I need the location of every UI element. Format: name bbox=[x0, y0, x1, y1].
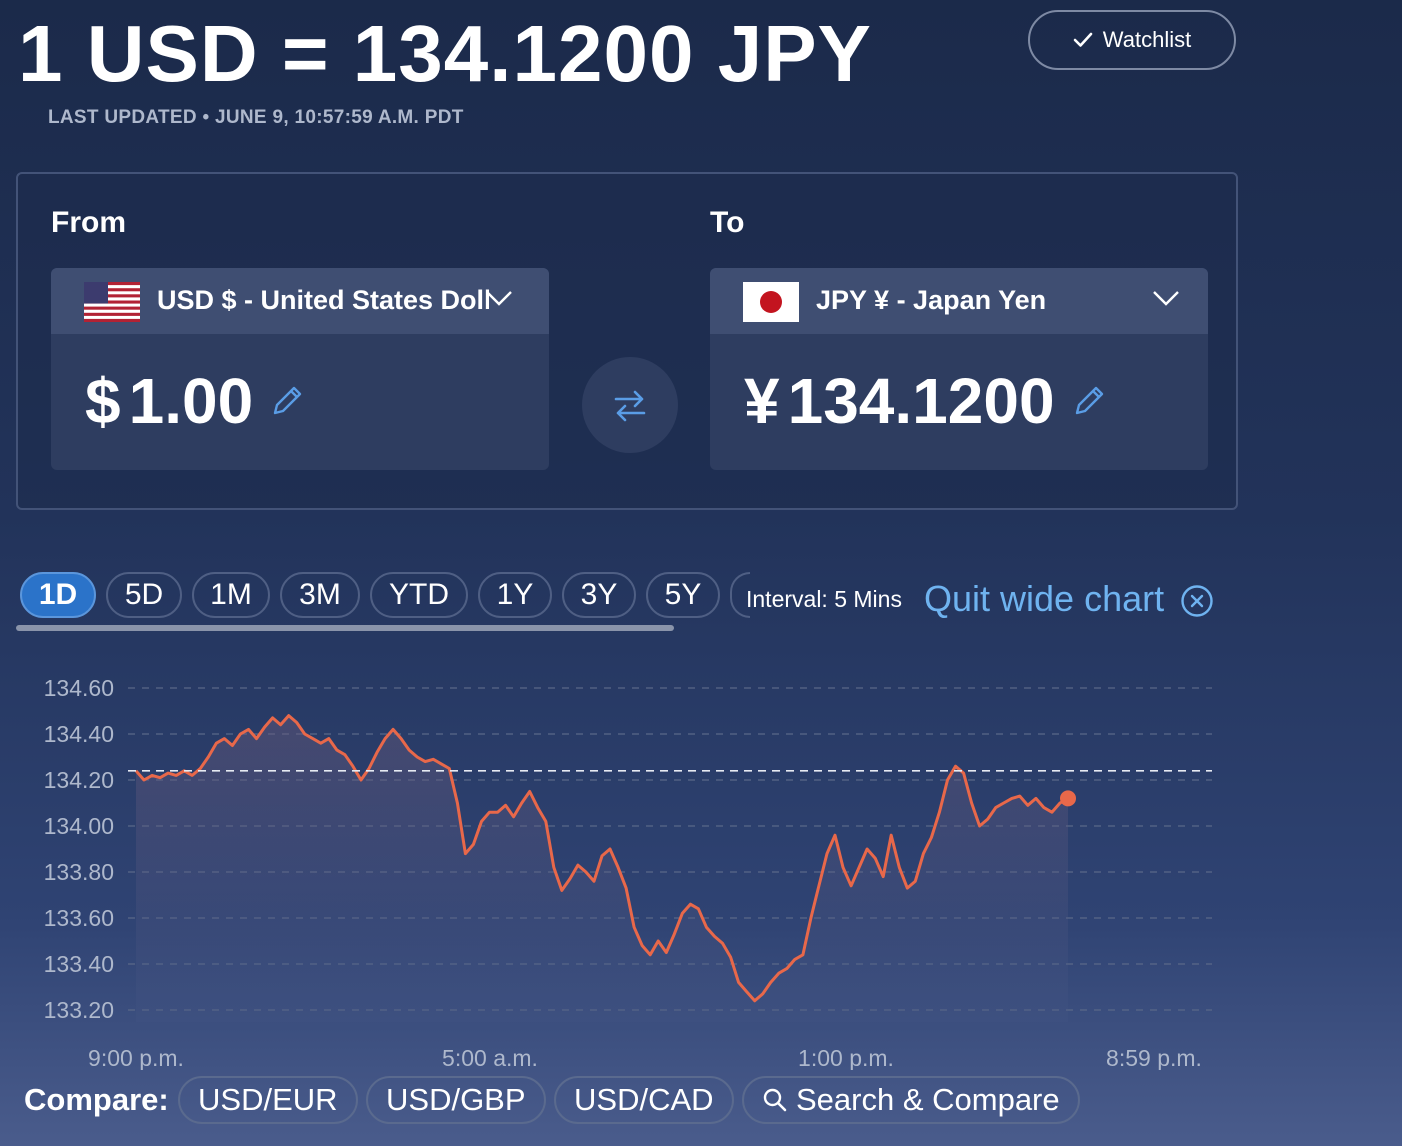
compare-usd-cad-button[interactable]: USD/CAD bbox=[554, 1076, 734, 1124]
y-tick-label: 133.40 bbox=[44, 951, 114, 977]
last-updated-timestamp: LAST UPDATED • JUNE 9, 10:57:59 A.M. PDT bbox=[48, 107, 464, 128]
y-tick-label: 134.00 bbox=[44, 813, 114, 839]
close-circle-icon[interactable] bbox=[1180, 584, 1214, 618]
to-amount-value: 134.1200 bbox=[787, 365, 1055, 437]
x-tick-label: 8:59 p.m. bbox=[1106, 1045, 1202, 1070]
x-tick-label: 1:00 p.m. bbox=[798, 1045, 894, 1070]
to-currency-select[interactable]: JPY ¥ - Japan Yen bbox=[710, 268, 1208, 334]
watchlist-button[interactable]: Watchlist bbox=[1028, 10, 1236, 70]
us-flag-icon bbox=[84, 282, 140, 322]
chevron-down-icon bbox=[486, 291, 512, 306]
compare-usd-eur-button[interactable]: USD/EUR bbox=[178, 1076, 358, 1124]
search-compare-label: Search & Compare bbox=[796, 1082, 1060, 1117]
tab-5y[interactable]: 5Y bbox=[646, 572, 720, 618]
tab-1m[interactable]: 1M bbox=[192, 572, 270, 618]
tab-3m[interactable]: 3M bbox=[280, 572, 360, 618]
y-tick-label: 133.20 bbox=[44, 997, 114, 1023]
x-tick-label: 5:00 a.m. bbox=[442, 1045, 538, 1070]
tab-3y[interactable]: 3Y bbox=[562, 572, 636, 618]
x-tick-label: 9:00 p.m. bbox=[88, 1045, 184, 1070]
compare-label: Compare: bbox=[24, 1082, 169, 1117]
y-tick-label: 133.80 bbox=[44, 859, 114, 885]
from-amount-value: 1.00 bbox=[128, 365, 254, 437]
to-label: To bbox=[710, 206, 745, 239]
y-tick-label: 134.40 bbox=[44, 721, 114, 747]
tab-5d[interactable]: 5D bbox=[106, 572, 182, 618]
from-currency-card: USD $ - United States Dollar $1.00 bbox=[51, 268, 549, 470]
y-tick-label: 133.60 bbox=[44, 905, 114, 931]
to-currency-card: JPY ¥ - Japan Yen ¥134.1200 bbox=[710, 268, 1208, 470]
currency-converter-panel: From To USD $ - United States Dollar $1.… bbox=[16, 172, 1238, 510]
interval-label: Interval: 5 Mins bbox=[746, 586, 902, 612]
quit-wide-chart-link[interactable]: Quit wide chart bbox=[924, 578, 1165, 619]
from-currency-select[interactable]: USD $ - United States Dollar bbox=[51, 268, 549, 334]
checkmark-icon bbox=[1073, 32, 1093, 47]
tab-ytd[interactable]: YTD bbox=[370, 572, 468, 618]
tab-1d[interactable]: 1D bbox=[20, 572, 96, 618]
pencil-icon[interactable] bbox=[269, 383, 305, 419]
search-compare-button[interactable]: Search & Compare bbox=[742, 1076, 1080, 1124]
to-currency-name: JPY ¥ - Japan Yen bbox=[816, 285, 1047, 315]
from-label: From bbox=[51, 206, 126, 239]
to-currency-symbol: ¥ bbox=[744, 365, 780, 437]
tab-1y[interactable]: 1Y bbox=[478, 572, 552, 618]
exchange-rate-chart: 134.60 134.40 134.20 134.00 133.80 133.60 133.… bbox=[44, 675, 1212, 1070]
watchlist-label: Watchlist bbox=[1102, 27, 1192, 52]
compare-usd-gbp-button[interactable]: USD/GBP bbox=[366, 1076, 546, 1124]
y-tick-label: 134.60 bbox=[44, 675, 114, 701]
from-amount-field[interactable]: $1.00 bbox=[85, 364, 305, 438]
series-line bbox=[134, 714, 1069, 1003]
swap-arrows-icon bbox=[614, 390, 646, 422]
japan-flag-icon bbox=[743, 282, 799, 322]
series-area bbox=[136, 715, 1068, 1022]
swap-currencies-button[interactable] bbox=[582, 357, 678, 453]
y-tick-label: 134.20 bbox=[44, 767, 114, 793]
last-value-marker bbox=[1060, 790, 1076, 807]
chevron-down-icon bbox=[1153, 291, 1179, 306]
time-range-tabs: 1D 5D 1M 3M YTD 1Y 3Y 5Y bbox=[20, 572, 750, 618]
pencil-icon[interactable] bbox=[1071, 383, 1107, 419]
tabs-scrollbar[interactable] bbox=[16, 625, 674, 631]
page-title: 1 USD = 134.1200 JPY bbox=[18, 9, 872, 98]
from-currency-name: USD $ - United States Dollar bbox=[157, 285, 489, 315]
from-currency-symbol: $ bbox=[85, 365, 121, 437]
to-amount-field[interactable]: ¥134.1200 bbox=[744, 364, 1107, 438]
search-icon bbox=[763, 1088, 787, 1112]
